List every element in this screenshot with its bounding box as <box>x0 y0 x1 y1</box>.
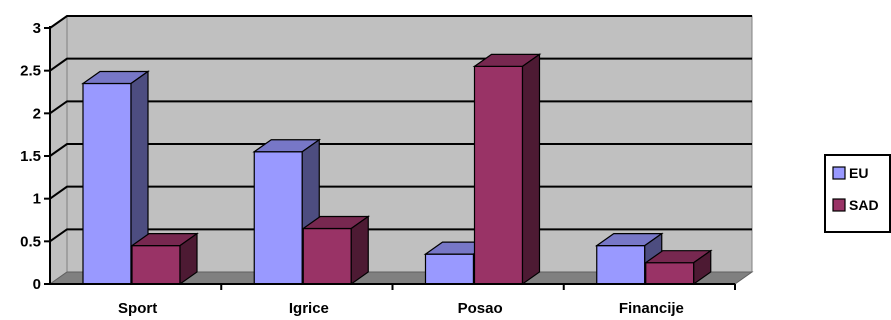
legend-label-SAD: SAD <box>849 197 879 213</box>
bar-front <box>253 151 303 285</box>
bar-front <box>131 245 181 285</box>
bar-front <box>473 65 524 285</box>
bar-front <box>424 253 475 285</box>
y-tick-label: 2 <box>33 105 41 122</box>
legend-swatch-EU <box>832 166 846 180</box>
bar-front <box>645 262 695 285</box>
bar-side <box>350 215 369 286</box>
bar-side <box>179 232 198 286</box>
bar-SAD-Posao <box>472 53 542 286</box>
bar-SAD-Financije <box>643 249 713 286</box>
bar-SAD-Sport <box>130 232 199 286</box>
x-axis-labels: Sport Igrice Posao Financije <box>118 284 736 317</box>
y-tick-label: 2.5 <box>20 63 41 80</box>
y-tick-label: 3 <box>33 20 41 37</box>
x-tick-label: Financije <box>619 300 684 317</box>
bar-side <box>693 249 712 286</box>
x-tick-label: Posao <box>458 300 503 317</box>
legend-swatch-SAD <box>832 198 846 212</box>
bars <box>81 53 713 286</box>
gridline <box>49 15 752 29</box>
bar-EU-Sport <box>81 70 150 286</box>
bar-front <box>596 245 646 285</box>
y-tick-label: 0.5 <box>20 233 41 250</box>
x-tick-label: Sport <box>118 300 157 317</box>
bar-EU-Igrice <box>252 138 322 286</box>
legend-label-EU: EU <box>849 165 868 181</box>
bar-front <box>82 82 132 285</box>
x-tick-label: Igrice <box>289 300 329 317</box>
bar-side <box>521 53 541 286</box>
y-tick-label: 0 <box>33 276 41 293</box>
y-tick-label: 1 <box>33 191 41 208</box>
y-axis-ticks: 0 0.5 1 1.5 2 2.5 3 <box>20 20 50 293</box>
bar-SAD-Igrice <box>301 215 371 286</box>
legend: EU SAD <box>824 154 891 233</box>
y-tick-label: 1.5 <box>20 148 41 165</box>
bar-front <box>302 227 352 285</box>
